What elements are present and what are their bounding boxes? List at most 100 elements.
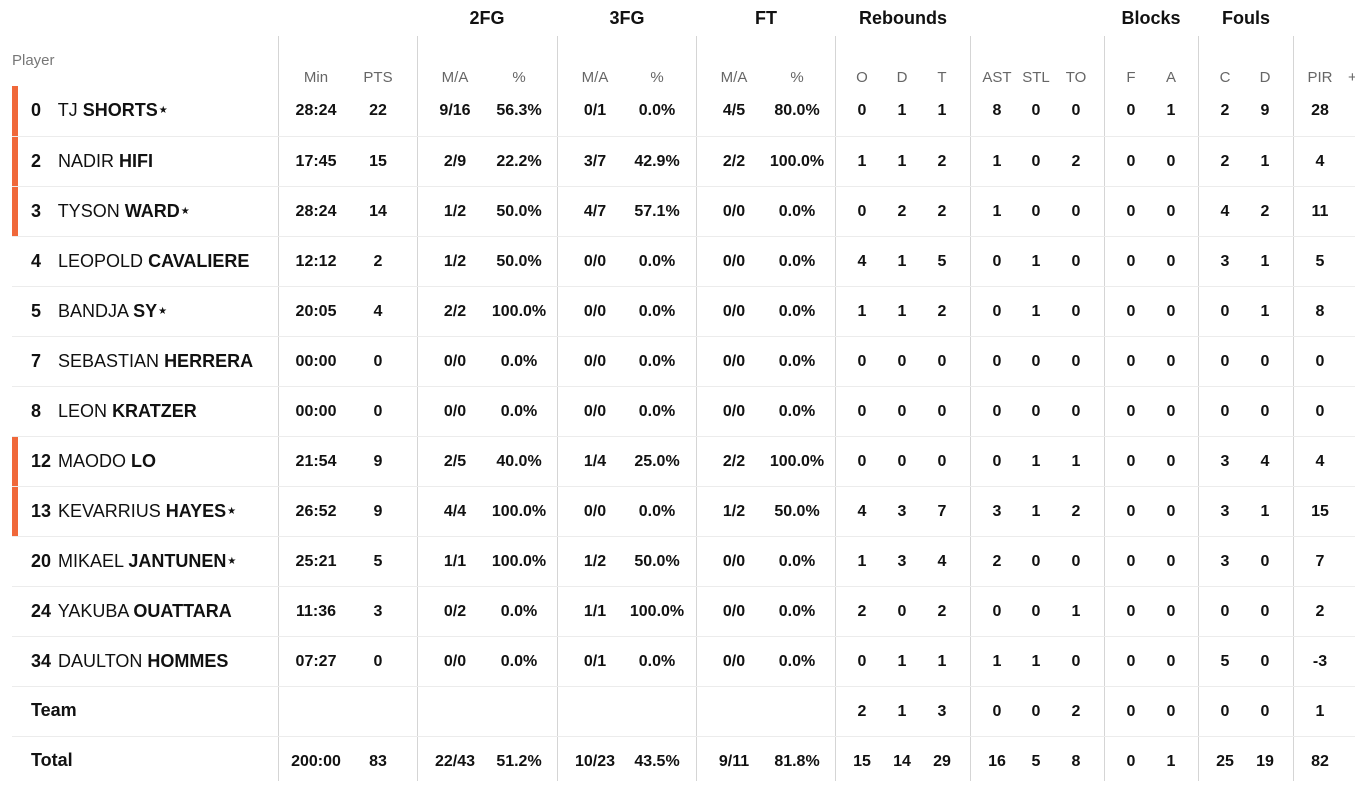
stat-cell: 0: [1166, 303, 1176, 320]
stat-cell: 0: [1071, 253, 1081, 270]
column-divider: [557, 36, 558, 781]
stat-cell: 1: [897, 102, 907, 119]
player-name[interactable]: 20 MIKAEL JANTUNEN★: [31, 550, 236, 573]
stat-cell: 2/2: [722, 453, 746, 470]
player-name[interactable]: 7 SEBASTIAN HERRERA: [31, 350, 253, 372]
stat-cell: 12:12: [295, 253, 337, 270]
player-number: 12: [31, 451, 52, 471]
stat-cell: 0.0%: [638, 403, 676, 420]
stat-cell: 0/0: [583, 503, 607, 520]
stat-cell: 2: [1071, 503, 1081, 520]
stat-cell: 1: [992, 653, 1002, 670]
player-number: 5: [31, 301, 42, 321]
column-header: M/A: [720, 69, 748, 86]
stat-cell: 0/0: [583, 253, 607, 270]
stat-cell: 26:52: [295, 503, 337, 520]
player-number: 20: [31, 551, 52, 571]
stat-cell: 0: [857, 203, 867, 220]
player-name[interactable]: 3 TYSON WARD★: [31, 200, 190, 223]
stat-cell: 0: [1126, 153, 1136, 170]
player-number: 0: [31, 100, 42, 120]
stat-cell: 42.9%: [634, 153, 680, 170]
stat-cell: 19: [1256, 753, 1274, 770]
player-number: 34: [31, 651, 52, 671]
stat-cell: 4: [857, 503, 867, 520]
player-name[interactable]: 13 KEVARRIUS HAYES★: [31, 500, 236, 523]
player-first-name: BANDJA: [58, 301, 129, 321]
column-header: %: [790, 69, 804, 86]
stat-cell: 3: [1220, 553, 1230, 570]
player-number: 2: [31, 151, 42, 171]
stat-cell: 1/2: [722, 503, 746, 520]
stat-cell: 15: [853, 753, 871, 770]
stat-cell: 9: [1260, 102, 1270, 119]
total-label: Total: [31, 750, 73, 770]
stat-cell: 10/23: [574, 753, 616, 770]
player-first-name: MAODO: [58, 451, 127, 471]
stat-cell: 25.0%: [634, 453, 680, 470]
player-first-name: MIKAEL: [58, 551, 124, 571]
stat-cell: 14: [369, 203, 387, 220]
player-last-name: LO: [131, 451, 157, 471]
stat-cell: 4: [1220, 203, 1230, 220]
stat-cell: 0.0%: [638, 353, 676, 370]
stat-cell: 100.0%: [491, 303, 547, 320]
stat-cell: 20:05: [295, 303, 337, 320]
stat-cell: 0: [1166, 553, 1176, 570]
player-name[interactable]: 4 LEOPOLD CAVALIERE: [31, 250, 249, 272]
player-name[interactable]: 5 BANDJA SY★: [31, 300, 167, 323]
stat-cell: 28:24: [295, 102, 337, 119]
table-row: 34 DAULTON HOMMES 07:27 0 0/0 0.0% 0/1 0.0% 0/0…: [12, 636, 1355, 686]
stat-cell: 2/5: [443, 453, 467, 470]
player-name[interactable]: 24 YAKUBA OUATTARA: [31, 600, 232, 622]
stat-cell: 100.0%: [629, 603, 685, 620]
stat-cell: 0: [1166, 253, 1176, 270]
stat-cell: 200:00: [291, 753, 341, 770]
stat-cell: 1/2: [443, 253, 467, 270]
player-name[interactable]: 0 TJ SHORTS★: [31, 99, 168, 122]
column-divider: [1198, 36, 1199, 781]
stat-cell: 0: [992, 603, 1002, 620]
player-last-name: WARD: [124, 201, 180, 221]
stat-cell: 0.0%: [778, 603, 816, 620]
player-last-name: SY: [133, 301, 158, 321]
stat-cell: 0/0: [443, 403, 467, 420]
table-row: 4 LEOPOLD CAVALIERE 12:12 2 1/2 50.0% 0/0 0.0%…: [12, 236, 1355, 286]
stat-cell: 43.5%: [634, 753, 680, 770]
player-number: 7: [31, 351, 42, 371]
stat-cell: 0: [1126, 203, 1136, 220]
stat-cell: 0.0%: [778, 303, 816, 320]
stat-cell: 0: [897, 403, 907, 420]
stat-cell: 7: [1315, 553, 1325, 570]
stat-cell: 0/0: [583, 303, 607, 320]
stat-cell: 9: [373, 453, 383, 470]
stat-cell: 0.0%: [778, 253, 816, 270]
column-divider: [1293, 36, 1294, 781]
table-row: 7 SEBASTIAN HERRERA 00:00 0 0/0 0.0% 0/0 0.0% 0…: [12, 336, 1355, 386]
stat-cell: 0: [1166, 353, 1176, 370]
stat-cell: 0: [897, 353, 907, 370]
stat-cell: 4: [373, 303, 383, 320]
player-name[interactable]: 2 NADIR HIFI: [31, 150, 153, 172]
stat-cell: 3: [1220, 253, 1230, 270]
player-column-header: Player: [12, 52, 55, 69]
stat-cell: 1: [992, 203, 1002, 220]
player-first-name: DAULTON: [58, 651, 143, 671]
stat-cell: 1: [1260, 253, 1270, 270]
stat-cell: 0: [1260, 703, 1270, 720]
player-name[interactable]: 12 MAODO LO: [31, 450, 156, 472]
stat-cell: 4: [1315, 453, 1325, 470]
column-header: %: [512, 69, 526, 86]
column-header: M/A: [581, 69, 609, 86]
stat-cell: 4/4: [443, 503, 467, 520]
player-name[interactable]: 34 DAULTON HOMMES: [31, 650, 228, 672]
stat-cell: 4: [857, 253, 867, 270]
stat-cell: 0: [1071, 203, 1081, 220]
stat-cell: 2: [373, 253, 383, 270]
column-header: A: [1165, 69, 1177, 86]
stat-cell: 0: [937, 353, 947, 370]
stat-cell: 2: [992, 553, 1002, 570]
player-name[interactable]: 8 LEON KRATZER: [31, 400, 197, 422]
player-number: 4: [31, 251, 42, 271]
stat-cell: 21:54: [295, 453, 337, 470]
